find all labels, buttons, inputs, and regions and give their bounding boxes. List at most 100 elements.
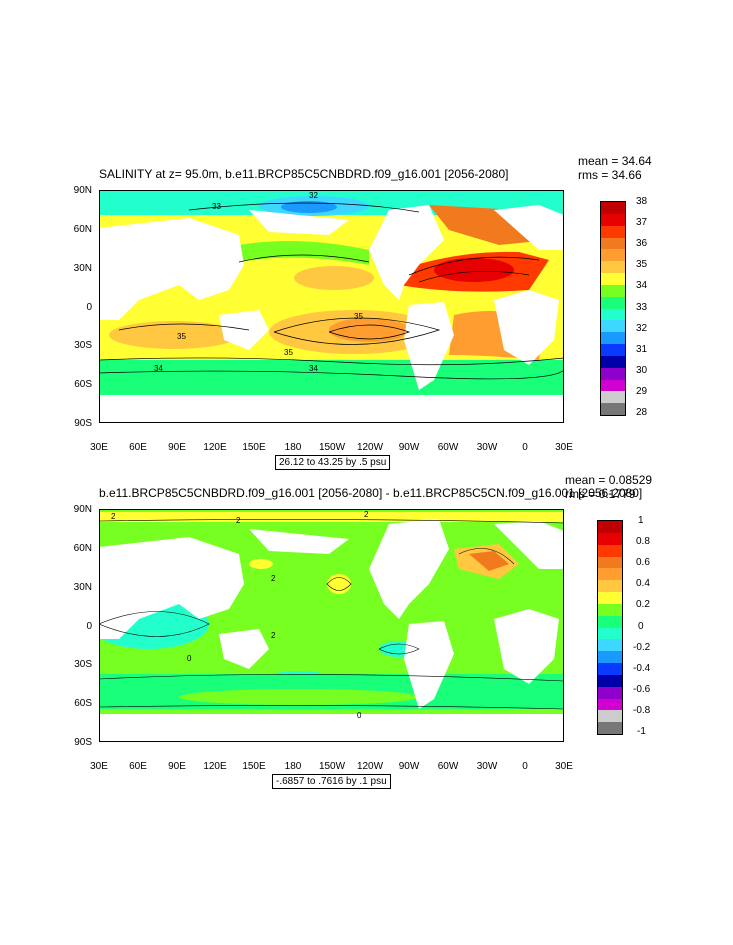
land-africa (494, 290, 559, 365)
colorbar-label: -0.2 (633, 642, 651, 653)
colorbar-swatch (597, 686, 623, 699)
lat-label: 60S (74, 698, 92, 709)
colorbar-label: -0.4 (633, 663, 651, 674)
colorbar-swatch (597, 663, 623, 676)
colorbar-label: 1 (638, 515, 644, 526)
colorbar-label: 0.6 (636, 557, 650, 568)
lat-label: 0 (86, 302, 92, 313)
land-south-america (404, 621, 454, 709)
colorbar-1 (600, 201, 626, 416)
n-pac-gyre (294, 266, 374, 290)
colorbar-swatch (597, 698, 623, 711)
colorbar-label: 28 (636, 407, 648, 418)
lon-label: 0 (522, 442, 528, 453)
colorbar-2 (597, 520, 623, 735)
colorbar-swatch (600, 332, 626, 345)
colorbar-swatch (600, 308, 626, 321)
land-antarctica (99, 395, 564, 423)
colorbar-swatch (600, 355, 626, 369)
lon-label: 30E (555, 761, 573, 772)
contour-label: 35 (177, 332, 186, 341)
colorbar-label: 0.2 (636, 599, 650, 610)
lat-label: 60S (74, 379, 92, 390)
lat-label: 0 (86, 621, 92, 632)
colorbar-label: 31 (636, 344, 648, 355)
lon-label: 150W (318, 761, 346, 772)
lon-label: 150E (242, 442, 266, 453)
contours (99, 519, 564, 710)
colorbar-swatch (600, 296, 626, 309)
colorbar-label: 34 (636, 280, 648, 291)
contour-label: 0 (187, 654, 192, 663)
colorbar-swatch (597, 615, 623, 628)
colorbar-label: 37 (636, 217, 648, 228)
contour-label: 2 (271, 631, 276, 640)
colorbar-swatch (600, 344, 626, 357)
n-atl-core (434, 258, 514, 282)
colorbar-swatch (597, 532, 623, 546)
lat-label: 90N (73, 185, 92, 196)
colorbar-swatch (600, 249, 626, 262)
colorbar-swatch (600, 391, 626, 404)
colorbar-swatch (600, 237, 626, 250)
contour-label: 2 (364, 510, 369, 519)
southern-ocean (99, 360, 564, 395)
n-pacific (239, 241, 369, 265)
lon-label: 120E (203, 761, 227, 772)
arctic-yellow (99, 512, 564, 522)
colorbar-swatch (597, 674, 623, 688)
land-siberia (249, 210, 349, 235)
panel1-map: 33 32 35 35 35 34 34 (99, 190, 564, 423)
colorbar-swatch (597, 521, 623, 534)
lon-label: 30E (90, 761, 108, 772)
indian-gyre (109, 321, 239, 349)
panel1-rms: rms = 34.66 (578, 168, 642, 182)
contour-label: 34 (154, 364, 163, 373)
map-frame (99, 509, 564, 742)
colorbar-swatch (600, 403, 626, 416)
colorbar-swatch (600, 379, 626, 392)
lon-label: 90W (398, 761, 420, 772)
lon-label: 120W (356, 761, 384, 772)
lat-label: 90S (74, 737, 92, 748)
colorbar-swatch (600, 261, 626, 274)
lat-label: 90N (73, 504, 92, 515)
colorbar-swatch (597, 568, 623, 581)
lon-label: 90E (168, 442, 186, 453)
colorbar-swatch (597, 592, 623, 605)
colorbar-label: 0.8 (636, 536, 650, 547)
colorbar-swatch (597, 603, 623, 617)
contour-label: 35 (354, 312, 363, 321)
colorbar-swatch (597, 710, 623, 723)
contour-info-box: -.6857 to .7616 by .1 psu (272, 774, 391, 789)
colorbar-label: 0.4 (636, 578, 650, 589)
lon-label: 60W (437, 761, 459, 772)
colorbar-swatch (597, 556, 623, 569)
colorbar-swatch (600, 273, 626, 286)
colorbar-swatch (597, 639, 623, 652)
lat-label: 30S (74, 659, 92, 670)
colorbar-label: 32 (636, 323, 648, 334)
contour-label: 0 (357, 711, 362, 720)
land-north-america (369, 205, 444, 300)
contour-info-box: 26.12 to 43.25 by .5 psu (275, 455, 391, 470)
colorbar-label: 35 (636, 259, 648, 270)
lon-label: 60E (129, 442, 147, 453)
colorbar-swatch (597, 627, 623, 640)
n-pac-yellow (327, 574, 351, 594)
colorbar-swatch (600, 320, 626, 333)
lon-label: 30W (476, 761, 498, 772)
colorbar-label: 29 (636, 386, 648, 397)
lon-label: 0 (522, 761, 528, 772)
lat-label: 30N (73, 263, 92, 274)
panel2-mean: mean = 0.08529 (565, 473, 653, 487)
lon-label: 30E (555, 442, 573, 453)
map-frame (99, 190, 564, 423)
colorbar-label: 38 (636, 196, 648, 207)
lon-label: 90E (168, 761, 186, 772)
land-north-america (369, 519, 449, 619)
land-australia (219, 310, 269, 350)
colorbar-swatch (597, 722, 623, 735)
s-pac-core (329, 318, 409, 342)
colorbar-swatch (600, 213, 626, 227)
